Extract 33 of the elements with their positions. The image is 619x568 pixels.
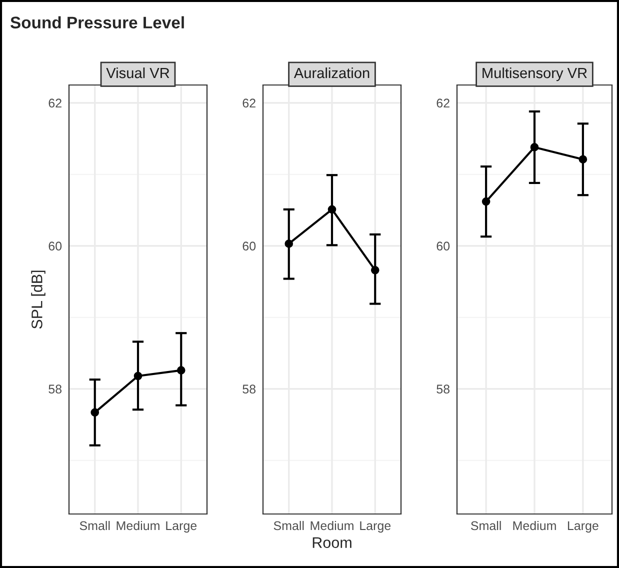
x-axis-title: Room — [312, 537, 352, 548]
point — [134, 372, 142, 380]
text: Sound Pressure Level — [10, 16, 184, 28]
y-tick-label: 62 — [48, 98, 62, 108]
x-tick-label: Large — [360, 521, 391, 533]
chart-title: Multisensory VR — [482, 67, 587, 82]
y-tick-label: 62 — [436, 98, 450, 108]
x-tick-label: Medium — [513, 520, 556, 530]
point — [482, 197, 490, 206]
chart-title: Visual VR — [106, 67, 170, 78]
point — [578, 155, 588, 164]
chart-title: Auralization — [294, 67, 370, 78]
y-tick-label: 58 — [48, 384, 62, 394]
y-tick-label: 60 — [48, 242, 62, 251]
x-tick-label: Medium — [310, 520, 354, 530]
y-tick-label: 60 — [242, 242, 256, 251]
point — [176, 366, 186, 374]
x-tick-label: Medium — [116, 520, 160, 530]
y-tick-label: 62 — [242, 98, 256, 108]
y-tick-label: 60 — [436, 242, 450, 251]
point — [328, 205, 336, 214]
point — [90, 408, 100, 417]
y-tick-label: 58 — [242, 384, 256, 394]
y-tick-label: 58 — [436, 384, 450, 394]
x-tick-label: Large — [568, 521, 598, 533]
point — [370, 266, 380, 274]
x-tick-label: Small — [274, 520, 304, 530]
x-tick-label: Large — [166, 521, 197, 533]
x-tick-label: Small — [471, 520, 501, 530]
x-tick-label: Small — [80, 520, 110, 530]
point — [284, 240, 294, 248]
point — [530, 143, 539, 152]
y-axis-title: SPL [dB] — [31, 270, 46, 329]
